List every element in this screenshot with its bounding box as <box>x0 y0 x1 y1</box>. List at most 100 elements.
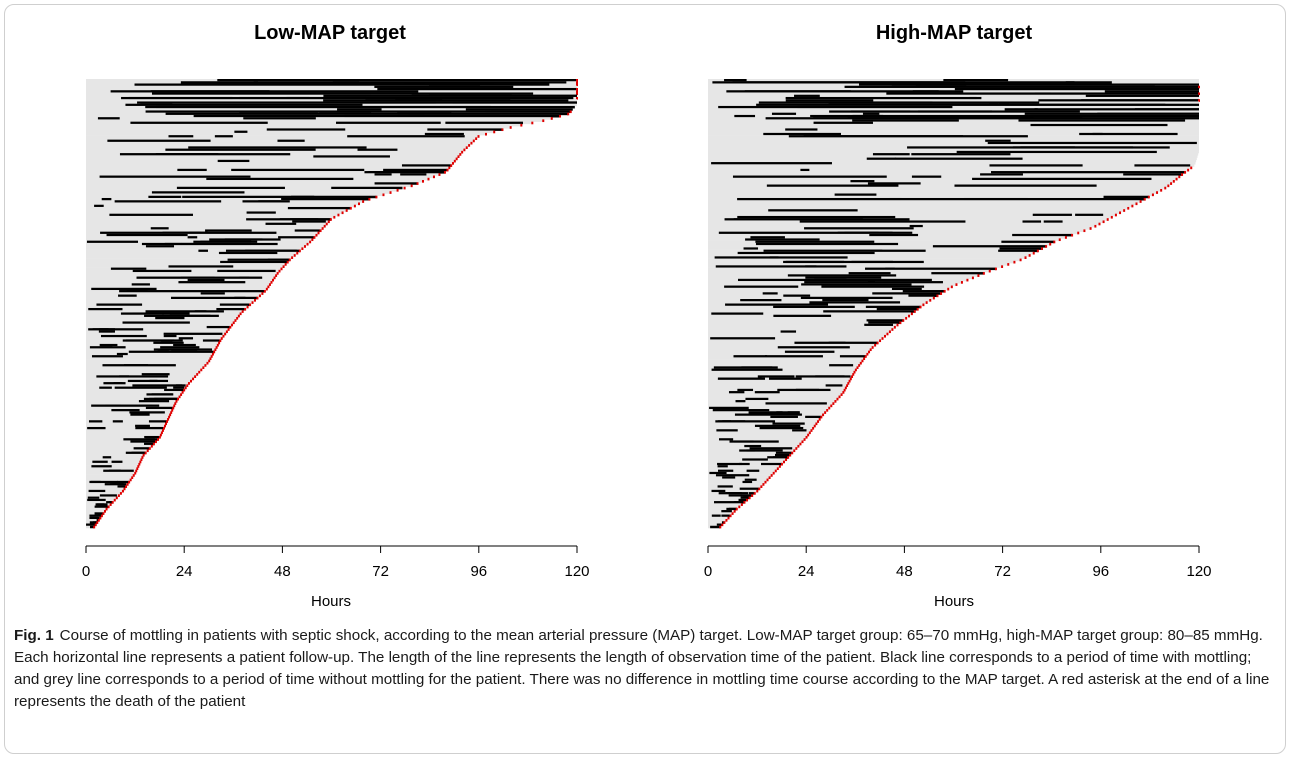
death-marker <box>842 391 845 394</box>
mottling-segment <box>201 290 265 293</box>
patient-row <box>708 435 808 439</box>
mottling-segment <box>206 325 231 329</box>
mottling-segment <box>912 90 939 93</box>
mottling-segment <box>1034 108 1199 111</box>
death-marker <box>925 301 928 304</box>
patient-row <box>708 229 1086 233</box>
patient-row <box>708 512 734 515</box>
death-marker <box>396 189 399 192</box>
patient-row <box>86 193 385 197</box>
mottling-segment <box>144 435 160 439</box>
patient-row <box>86 346 218 349</box>
patient-row <box>86 492 122 495</box>
patient-row <box>86 153 462 156</box>
death-marker <box>291 256 294 259</box>
no-mottling-segment <box>86 123 522 127</box>
patient-row <box>86 397 179 401</box>
patient-row <box>708 135 1199 138</box>
mottling-segment <box>711 514 721 518</box>
mottling-segment <box>800 296 893 300</box>
no-mottling-segment <box>86 267 282 271</box>
mottling-segment <box>123 438 155 441</box>
patient-row <box>708 498 749 502</box>
high-map-x-axis: 0 24 48 72 96 120 <box>704 545 1212 580</box>
no-mottling-segment <box>86 184 412 188</box>
patient-row <box>86 523 97 527</box>
mottling-segment <box>737 388 754 392</box>
death-marker <box>848 379 851 383</box>
death-marker <box>791 451 794 455</box>
death-marker <box>202 366 205 370</box>
no-mottling-segment <box>86 162 454 165</box>
no-mottling-segment <box>86 519 99 522</box>
patient-row <box>86 287 268 291</box>
patient-row <box>708 361 862 365</box>
mottling-segment <box>104 483 117 486</box>
mottling-segment <box>266 128 346 131</box>
no-mottling-segment <box>708 489 758 493</box>
no-mottling-segment <box>86 119 544 122</box>
patient-row <box>708 442 802 446</box>
patient-row <box>708 525 722 529</box>
death-marker <box>477 135 480 138</box>
death-marker <box>1127 206 1130 210</box>
mottling-segment <box>187 278 225 282</box>
patient-row <box>708 359 864 363</box>
mottling-segment <box>734 413 773 416</box>
patient-row <box>708 343 877 347</box>
no-mottling-segment <box>86 426 164 430</box>
death-marker <box>236 316 239 320</box>
death-marker <box>852 373 855 376</box>
mottling-segment <box>227 258 290 262</box>
death-marker <box>117 494 120 497</box>
mottling-segment <box>117 480 130 484</box>
death-marker <box>463 148 466 152</box>
no-mottling-segment <box>708 173 1183 176</box>
mottling-segment <box>762 292 778 295</box>
mottling-segment <box>87 496 100 500</box>
patient-row <box>708 128 1199 131</box>
death-marker <box>966 278 969 282</box>
patient-row <box>86 404 176 408</box>
patient-row <box>86 303 252 307</box>
patient-row <box>86 96 578 100</box>
no-mottling-segment <box>708 130 1199 134</box>
death-marker <box>102 512 105 515</box>
patient-row <box>708 103 1199 107</box>
death-marker <box>222 334 225 338</box>
no-mottling-segment <box>708 182 1172 185</box>
death-marker <box>349 206 352 210</box>
death-marker <box>160 431 163 435</box>
death-marker <box>567 112 570 116</box>
death-marker <box>1114 213 1117 217</box>
death-marker <box>768 476 771 480</box>
mottling-segment <box>987 141 1197 145</box>
no-mottling-segment <box>86 233 317 237</box>
mottling-segment <box>155 153 291 156</box>
patient-row <box>708 332 889 336</box>
mottling-segment <box>383 168 448 172</box>
no-mottling-segment <box>708 213 1116 217</box>
patient-row <box>708 480 767 484</box>
patient-row <box>708 406 831 410</box>
patient-row <box>708 233 1074 237</box>
patient-row <box>86 108 573 111</box>
low-map-x-axis: 0 24 48 72 96 120 <box>82 545 590 580</box>
patient-row <box>708 119 1199 122</box>
death-marker <box>470 141 473 145</box>
mottling-segment <box>1043 83 1199 86</box>
patient-row <box>86 494 120 497</box>
x-tick-label: 48 <box>274 563 291 580</box>
death-marker <box>241 310 244 313</box>
death-marker <box>288 258 291 262</box>
no-mottling-segment <box>708 312 912 315</box>
no-mottling-segment <box>708 460 784 464</box>
no-mottling-segment <box>708 429 812 432</box>
mottling-segment <box>943 79 1009 82</box>
death-marker <box>879 339 882 343</box>
mottling-segment <box>980 173 1023 176</box>
no-mottling-segment <box>86 343 218 347</box>
death-marker <box>1071 233 1074 237</box>
mottling-segment <box>735 501 745 504</box>
death-marker <box>136 467 139 471</box>
